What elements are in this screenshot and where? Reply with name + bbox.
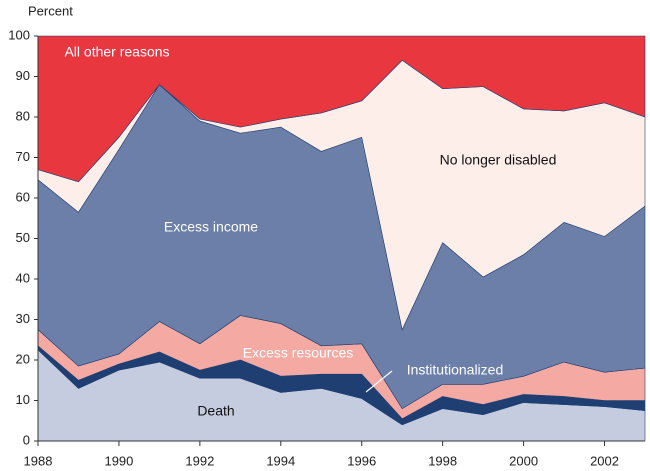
series-label: No longer disabled	[440, 152, 557, 168]
area	[37, 35, 646, 183]
y-tick-label: 20	[16, 351, 30, 366]
x-tick-label: 2000	[509, 453, 538, 468]
y-axis-label: Percent	[28, 3, 73, 18]
x-tick-label: 1994	[266, 453, 295, 468]
overlay: 0 10 20 30 40 50 60 70 80 90 100 1988 1990 1992 1994 19…	[8, 27, 645, 468]
y-tick-label: 100	[8, 27, 30, 42]
y-tick-label: 0	[23, 432, 30, 447]
y-tick-label: 70	[16, 149, 30, 164]
y-tick-label: 10	[16, 392, 30, 407]
x-tick-label: 1988	[24, 453, 53, 468]
series-label: Institutionalized	[407, 362, 504, 378]
x-tick-label: 1998	[428, 453, 457, 468]
y-tick-label: 40	[16, 270, 30, 285]
x-tick-label: 1990	[104, 453, 133, 468]
series-label: Death	[197, 403, 234, 419]
x-tick-label: 1992	[185, 453, 214, 468]
y-tick-label: 50	[16, 230, 30, 245]
areas	[37, 35, 646, 442]
x-tick-label: 2002	[590, 453, 619, 468]
series-label: Excess resources	[243, 345, 353, 361]
series-label: All other reasons	[64, 44, 169, 60]
y-tick-label: 80	[16, 108, 30, 123]
series-label: Excess income	[164, 219, 258, 235]
label-pointer	[365, 370, 393, 393]
y-tick-label: 30	[16, 311, 30, 326]
x-tick-label: 1996	[347, 453, 376, 468]
y-tick-label: 60	[16, 189, 30, 204]
y-tick-label: 90	[16, 68, 30, 83]
